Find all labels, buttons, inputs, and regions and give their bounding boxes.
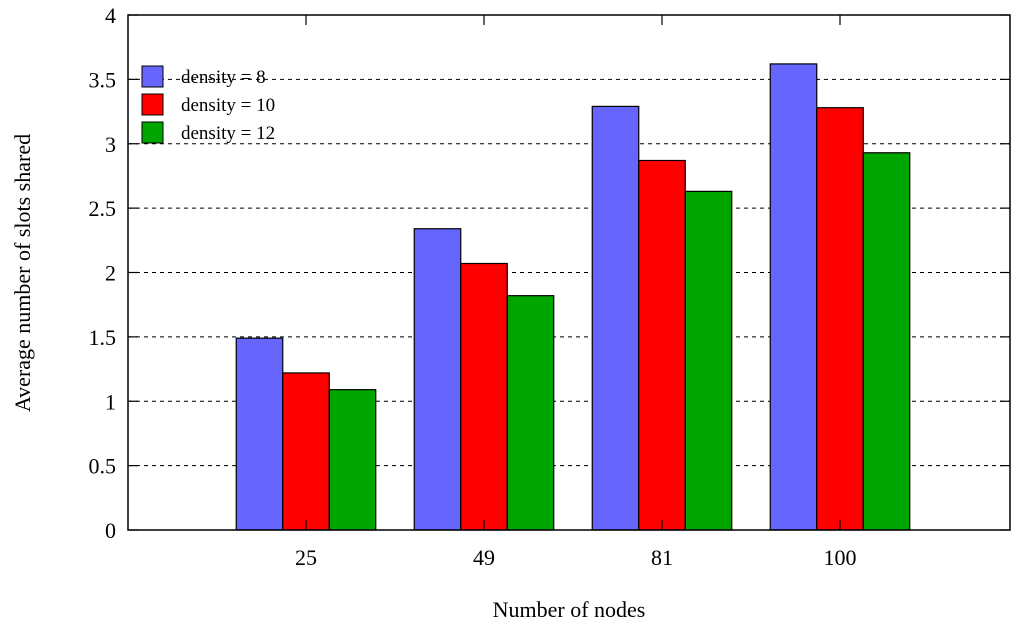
legend-label: density = 12: [181, 123, 275, 144]
bar: [684, 190, 733, 531]
x-tick-labels: 25 49 81 100: [295, 545, 857, 570]
y-tick-label: 0.5: [89, 454, 117, 479]
x-tick-label: 49: [473, 545, 495, 570]
x-tick-label: 100: [824, 545, 857, 570]
y-tick-label: 0: [105, 518, 116, 543]
x-axis-title: Number of nodes: [493, 597, 646, 622]
y-tick-label: 2.5: [89, 196, 117, 221]
y-tick-labels: 0 0.5 1 1.5 2 2.5 3 3.5 4: [89, 3, 117, 543]
y-tick-label: 1.5: [89, 325, 117, 350]
legend-swatch: [141, 93, 164, 116]
bar: [460, 262, 508, 531]
bar: [235, 337, 284, 531]
bar: [506, 295, 555, 531]
bar: [591, 105, 640, 531]
bar: [816, 107, 864, 531]
y-tick-label: 3: [105, 132, 116, 157]
legend-swatch: [141, 65, 164, 88]
bar: [862, 152, 911, 531]
bars: [235, 63, 911, 531]
bar: [328, 389, 377, 531]
x-tick-label: 81: [651, 545, 673, 570]
y-tick-label: 1: [105, 389, 116, 414]
bar: [282, 372, 330, 531]
y-tick-label: 4: [105, 3, 116, 28]
y-axis-title: Average number of slots shared: [10, 134, 35, 412]
legend-label: density = 8: [181, 67, 266, 88]
legend: density = 8 density = 10 density = 12: [141, 65, 275, 144]
bar: [413, 228, 462, 531]
bar: [638, 159, 686, 531]
axis-ticks: [128, 14, 1010, 531]
y-tick-label: 3.5: [89, 67, 117, 92]
y-tick-label: 2: [105, 261, 116, 286]
x-tick-label: 25: [295, 545, 317, 570]
legend-label: density = 10: [181, 95, 275, 116]
bar: [769, 63, 818, 531]
legend-swatch: [141, 121, 164, 144]
